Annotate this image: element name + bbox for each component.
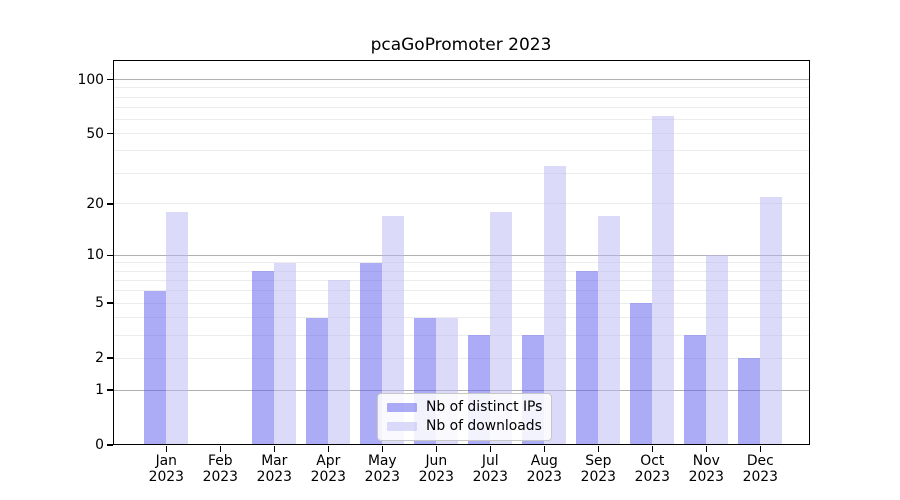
x-tick-jul [489,446,491,452]
y-gridline-minor-70 [112,107,810,108]
bar-distinct-ips-nov [684,335,707,445]
y-gridline-minor-20 [112,203,810,205]
x-tick-label-oct: Oct 2023 [634,453,670,485]
y-tick-label-1: 1 [95,382,104,399]
y-tick-label-50: 50 [86,125,104,142]
x-tick-may [381,446,383,452]
x-tick-label-mar: Mar 2023 [256,453,292,485]
y-tick-label-20: 20 [86,195,104,212]
legend-label-downloads: Nb of downloads [426,418,542,434]
y-tick-100 [107,78,113,81]
y-gridline-minor-4 [112,317,810,319]
x-tick-oct [651,446,653,452]
y-tick-label-5: 5 [95,295,104,312]
x-tick-jan [165,446,167,452]
x-tick-mar [273,446,275,452]
y-gridline-minor-8 [112,270,810,272]
x-tick-jun [435,446,437,452]
y-gridline-minor-30 [112,172,810,174]
bar-distinct-ips-apr [306,317,329,445]
x-tick-apr [327,446,329,452]
x-tick-aug [543,446,545,452]
y-tick-20 [107,203,113,205]
bar-distinct-ips-sep [576,271,599,445]
y-tick-5 [107,302,113,304]
legend-label-distinct-ips: Nb of distinct IPs [426,399,543,415]
x-tick-label-jan: Jan 2023 [148,453,184,485]
x-tick-sep [597,446,599,452]
x-tick-label-jul: Jul 2023 [472,453,508,485]
legend: Nb of distinct IPs Nb of downloads [377,393,553,441]
legend-swatch-distinct-ips [387,403,417,412]
y-gridline-major-100 [112,79,810,81]
y-gridline-minor-3 [112,334,810,336]
x-tick-label-jun: Jun 2023 [418,453,454,485]
x-tick-nov [705,446,707,452]
bar-distinct-ips-may [360,262,383,445]
legend-row-distinct-ips: Nb of distinct IPs [387,400,542,415]
y-gridline-minor-50 [112,133,810,135]
y-gridline-minor-5 [112,302,810,304]
y-gridline-minor-80 [112,96,810,98]
bar-distinct-ips-jan [144,290,167,445]
x-tick-feb [219,446,221,452]
bar-downloads-sep [598,216,621,445]
bar-distinct-ips-oct [630,303,653,445]
y-gridline-minor-9 [112,262,810,264]
x-tick-label-feb: Feb 2023 [202,453,238,485]
y-tick-50 [107,133,113,135]
x-tick-label-sep: Sep 2023 [580,453,616,485]
x-tick-label-nov: Nov 2023 [688,453,724,485]
bar-downloads-may [382,216,405,445]
bar-downloads-dec [760,196,783,445]
y-gridline-minor-60 [112,119,810,121]
bar-downloads-aug [544,165,567,445]
y-tick-2 [107,357,113,359]
bar-downloads-jul [490,211,513,445]
x-tick-label-apr: Apr 2023 [310,453,346,485]
y-gridline-minor-90 [112,87,810,89]
y-tick-label-0: 0 [95,437,104,453]
x-tick-label-may: May 2023 [364,453,400,485]
bar-downloads-jan [166,211,189,445]
chart-title: pcaGoPromoter 2023 [370,35,552,55]
bar-distinct-ips-mar [252,271,275,445]
y-tick-0 [107,444,113,446]
x-tick-dec [759,446,761,452]
bar-downloads-oct [652,115,675,445]
y-tick-label-100: 100 [77,71,104,88]
bar-downloads-apr [328,280,351,445]
y-gridline-minor-6 [112,290,810,292]
y-gridline-major-10 [112,254,810,256]
x-tick-label-aug: Aug 2023 [526,453,562,485]
y-tick-label-10: 10 [86,247,104,264]
y-tick-label-2: 2 [95,350,104,367]
bar-downloads-nov [706,255,729,445]
x-tick-label-dec: Dec 2023 [742,453,778,485]
legend-swatch-downloads [387,422,417,431]
y-tick-10 [107,254,113,256]
bar-downloads-mar [274,262,297,445]
y-tick-1 [107,389,113,391]
bar-distinct-ips-dec [738,358,761,445]
y-gridline-major-1 [112,389,810,391]
legend-row-downloads: Nb of downloads [387,419,542,434]
y-gridline-minor-7 [112,279,810,281]
plot-area [112,60,810,445]
y-gridline-minor-2 [112,357,810,359]
y-gridline-minor-40 [112,150,810,152]
